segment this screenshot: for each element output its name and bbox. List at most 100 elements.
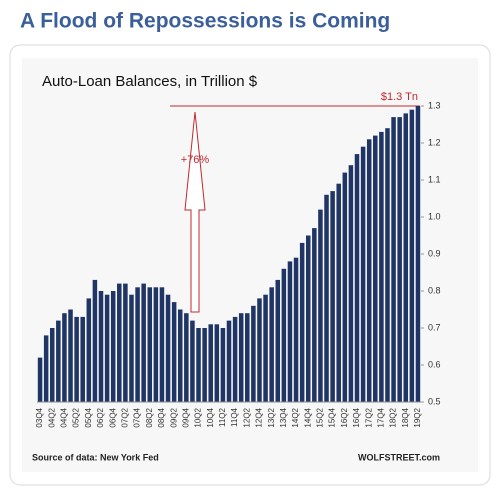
bar [110,291,116,402]
y-tick-label: 0.6 [428,359,441,369]
bar [171,302,177,402]
bar [348,165,354,402]
bar [196,328,201,402]
bar [312,228,317,402]
x-tick-label: 15Q4 [328,407,337,427]
bar [263,294,268,402]
bar [214,324,220,402]
y-tick-label: 0.7 [428,322,441,332]
bar [251,305,256,402]
bar [379,131,384,402]
x-tick-label: 06Q2 [96,407,105,427]
credit: WOLFSTREET.com [358,452,440,462]
bar [74,316,79,402]
y-tick-label: 0.9 [428,248,441,258]
peak-label: $1.3 Tn [381,91,418,103]
bar [287,261,293,402]
x-tick-label: 12Q4 [255,407,264,427]
bar [330,191,335,402]
x-tick-label: 14Q2 [291,407,300,427]
x-tick-label: 09Q4 [181,407,190,427]
x-tick-label: 07Q2 [120,407,129,427]
bar [165,294,171,402]
bar [37,357,43,402]
bar [318,209,323,402]
x-tick-label: 14Q4 [303,407,312,427]
bar [409,109,415,402]
x-tick-label: 08Q2 [145,407,154,427]
bar [232,316,238,402]
x-tick-label: 05Q2 [72,407,81,427]
bar [354,154,360,402]
bar [275,279,281,402]
bar [92,279,98,402]
bar [184,313,189,402]
y-tick-label: 0.8 [428,285,441,295]
bar [141,283,146,402]
x-tick-label: 06Q4 [108,407,117,427]
bar [373,135,378,402]
bar [226,320,232,402]
bar [62,313,67,402]
x-tick-label: 18Q4 [401,407,410,427]
bar [397,117,402,402]
source: Source of data: New York Fed [32,452,159,462]
x-tick-label: 15Q2 [316,407,325,427]
x-tick-label: 16Q4 [352,407,361,427]
bar [80,316,85,402]
bar [293,257,299,402]
bar [68,309,73,402]
bar [135,287,140,402]
bar [391,117,396,402]
chart-background [22,58,478,472]
x-tick-label: 17Q2 [364,407,373,427]
x-tick-label: 11Q2 [218,407,227,427]
x-tick-label: 13Q4 [279,407,288,427]
y-tick-label: 0.5 [428,396,441,406]
bar [324,194,329,402]
x-tick-label: 12Q2 [242,407,251,427]
x-tick-label: 19Q2 [413,407,422,427]
bar [129,294,134,402]
x-tick-label: 08Q4 [157,407,166,427]
x-tick-label: 10Q4 [206,407,215,427]
bar [299,242,305,402]
bar [177,309,183,402]
bar [257,298,262,402]
bar [305,235,311,402]
bar [147,287,153,402]
bar [281,268,287,402]
bar [159,287,165,402]
y-tick-label: 1.1 [428,174,441,184]
bar [238,313,244,402]
x-tick-label: 17Q4 [376,407,385,427]
bar [98,291,104,402]
bar [415,106,421,402]
bar [86,298,92,402]
change-label: +76% [181,154,210,166]
x-tick-label: 05Q4 [84,407,93,427]
bar [360,146,366,402]
bar [366,139,372,403]
bar [123,283,128,402]
x-tick-label: 11Q4 [230,407,239,427]
y-tick-label: 1.3 [428,100,441,110]
x-tick-label: 10Q2 [194,407,203,427]
bar [403,113,409,403]
bar [336,183,341,402]
bar [56,320,61,402]
bar [245,313,250,402]
x-tick-label: 13Q2 [267,407,276,427]
bar [117,283,122,402]
y-tick-label: 1.2 [428,137,441,147]
x-tick-label: 18Q2 [389,407,398,427]
bar [104,294,110,402]
bar [220,328,226,402]
bar [190,320,195,402]
x-tick-label: 04Q2 [47,407,56,427]
bar [202,328,207,402]
x-tick-label: 04Q4 [60,407,69,427]
bar [153,287,159,402]
y-tick-label: 1.0 [428,211,441,221]
